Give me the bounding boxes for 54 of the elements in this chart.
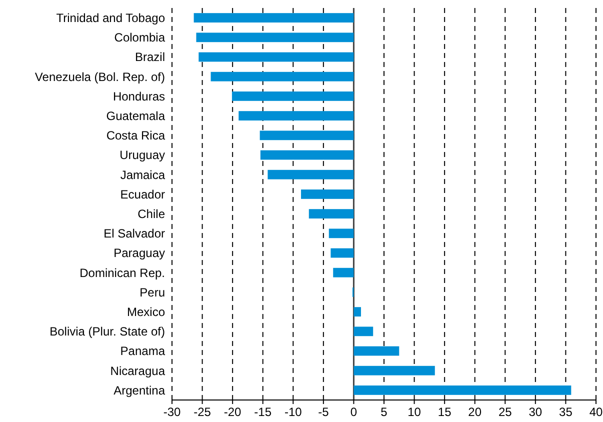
y-tick-label: Jamaica <box>120 168 166 182</box>
y-tick-label: Mexico <box>126 305 166 319</box>
y-tick-label: Paraguay <box>114 246 165 260</box>
bar <box>268 170 354 180</box>
x-tick-label: -10 <box>284 405 302 419</box>
y-tick-label: Trinidad and Tobago <box>56 11 166 25</box>
y-tick-label: Peru <box>140 285 165 300</box>
x-tick-label: -25 <box>194 405 212 419</box>
bar <box>330 248 354 258</box>
bar <box>232 91 354 101</box>
y-tick-label: Venezuela (Bol. Rep. of) <box>34 70 166 84</box>
y-tick-label: Dominican Rep. <box>80 266 165 280</box>
y-tick-label: Uruguay <box>120 148 165 162</box>
y-tick-label: Argentina <box>114 383 166 398</box>
bar <box>260 150 354 160</box>
x-tick-label: -20 <box>224 405 242 419</box>
bar <box>333 268 354 278</box>
y-tick-label: Colombia <box>114 30 166 45</box>
y-tick-label: Chile <box>138 207 166 221</box>
x-tick-label: 40 <box>589 405 603 419</box>
x-tick-label: -5 <box>318 405 330 419</box>
x-tick-label: 5 <box>380 405 388 419</box>
y-tick-label: Ecuador <box>120 187 165 202</box>
x-tick-label: -15 <box>254 405 272 419</box>
bar <box>238 111 354 121</box>
bar <box>301 189 354 199</box>
y-tick-label: Nicaragua <box>110 364 166 378</box>
bar <box>354 307 361 317</box>
bar <box>308 209 354 219</box>
bar <box>198 52 354 62</box>
bar <box>196 32 354 42</box>
y-tick-label: Costa Rica <box>106 128 166 143</box>
bar <box>354 366 435 376</box>
bar <box>210 72 354 82</box>
bar <box>354 385 572 395</box>
x-tick-label: 15 <box>438 405 452 419</box>
y-tick-label: Brazil <box>134 50 165 64</box>
x-tick-label: 0 <box>350 405 358 419</box>
x-tick-label: 35 <box>559 405 573 419</box>
y-tick-label: Guatemala <box>106 109 166 123</box>
y-tick-label: Honduras <box>112 89 165 104</box>
y-tick-label: Bolivia (Plur. State of) <box>50 324 165 339</box>
x-tick-label: 10 <box>408 405 422 419</box>
y-tick-label: Panama <box>120 344 166 358</box>
x-tick-label: 30 <box>528 405 542 419</box>
bar <box>354 326 374 336</box>
bar <box>354 346 400 356</box>
bar <box>194 13 354 23</box>
bar <box>328 228 354 238</box>
x-tick-label: -30 <box>163 405 181 419</box>
x-tick-label: 25 <box>498 405 512 419</box>
x-tick-label: 20 <box>468 405 482 419</box>
y-tick-label: El Salvador <box>104 226 165 241</box>
bar <box>260 130 354 140</box>
